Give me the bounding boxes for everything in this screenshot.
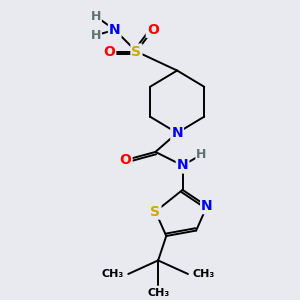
Text: O: O <box>103 44 115 58</box>
Text: H: H <box>196 148 207 161</box>
Text: N: N <box>201 199 213 213</box>
Text: N: N <box>109 23 121 37</box>
Text: CH₃: CH₃ <box>147 287 169 298</box>
Text: CH₃: CH₃ <box>192 269 214 279</box>
Text: N: N <box>177 158 188 172</box>
Text: S: S <box>131 44 141 58</box>
Text: O: O <box>120 153 131 167</box>
Text: H: H <box>91 29 101 42</box>
Text: O: O <box>147 23 159 37</box>
Text: H: H <box>91 10 101 23</box>
Text: CH₃: CH₃ <box>102 269 124 279</box>
Text: N: N <box>171 126 183 140</box>
Text: S: S <box>150 205 161 219</box>
